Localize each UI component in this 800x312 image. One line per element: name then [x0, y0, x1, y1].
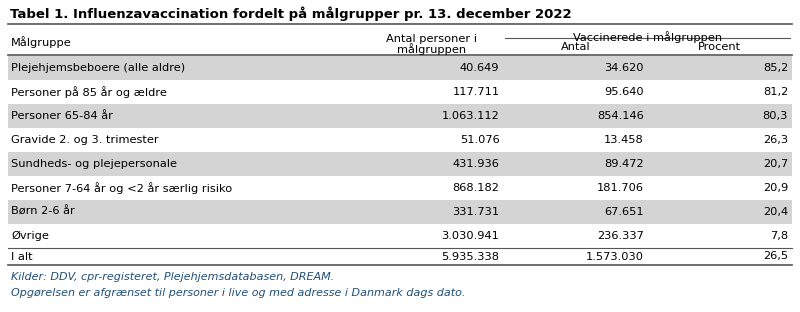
Text: Gravide 2. og 3. trimester: Gravide 2. og 3. trimester — [11, 135, 158, 145]
Text: 331.731: 331.731 — [452, 207, 499, 217]
Text: I alt: I alt — [11, 251, 33, 261]
Text: 40.649: 40.649 — [460, 63, 499, 73]
Text: 5.935.338: 5.935.338 — [442, 251, 499, 261]
Text: 67.651: 67.651 — [604, 207, 644, 217]
Text: målgruppen: målgruppen — [397, 43, 466, 55]
Bar — [8, 104, 792, 128]
Text: 1.063.112: 1.063.112 — [442, 111, 499, 121]
Text: Sundheds- og plejepersonale: Sundheds- og plejepersonale — [11, 159, 177, 169]
Bar — [8, 200, 792, 224]
Text: Plejehjemsbeboere (alle aldre): Plejehjemsbeboere (alle aldre) — [11, 63, 185, 73]
Text: 26,5: 26,5 — [763, 251, 788, 261]
Text: 117.711: 117.711 — [452, 87, 499, 97]
Text: Kilder: DDV, cpr-registeret, Plejehjemsdatabasen, DREAM.: Kilder: DDV, cpr-registeret, Plejehjemsd… — [11, 272, 334, 282]
Text: 7,8: 7,8 — [770, 231, 788, 241]
Text: Personer på 85 år og ældre: Personer på 85 år og ældre — [11, 86, 167, 98]
Text: Antal personer i: Antal personer i — [386, 34, 477, 44]
Text: Tabel 1. Influenzavaccination fordelt på målgrupper pr. 13. december 2022: Tabel 1. Influenzavaccination fordelt på… — [10, 7, 572, 21]
Text: 13.458: 13.458 — [604, 135, 644, 145]
Text: Børn 2-6 år: Børn 2-6 år — [11, 207, 74, 217]
Text: 236.337: 236.337 — [597, 231, 644, 241]
Text: 85,2: 85,2 — [762, 63, 788, 73]
Text: 1.573.030: 1.573.030 — [586, 251, 644, 261]
Text: 181.706: 181.706 — [597, 183, 644, 193]
Text: Vaccinerede i målgruppen: Vaccinerede i målgruppen — [573, 31, 722, 43]
Text: 20,9: 20,9 — [762, 183, 788, 193]
Text: 20,4: 20,4 — [763, 207, 788, 217]
Text: 3.030.941: 3.030.941 — [442, 231, 499, 241]
Text: Personer 65-84 år: Personer 65-84 år — [11, 111, 113, 121]
Text: 868.182: 868.182 — [453, 183, 499, 193]
Text: Personer 7-64 år og <2 år særlig risiko: Personer 7-64 år og <2 år særlig risiko — [11, 182, 232, 194]
Text: 26,3: 26,3 — [763, 135, 788, 145]
Text: 80,3: 80,3 — [762, 111, 788, 121]
Text: 95.640: 95.640 — [604, 87, 644, 97]
Text: Målgruppe: Målgruppe — [11, 37, 72, 48]
Text: 81,2: 81,2 — [762, 87, 788, 97]
Text: Opgørelsen er afgrænset til personer i live og med adresse i Danmark dags dato.: Opgørelsen er afgrænset til personer i l… — [11, 288, 466, 298]
Bar — [8, 56, 792, 80]
Text: 51.076: 51.076 — [460, 135, 499, 145]
Text: 20,7: 20,7 — [762, 159, 788, 169]
Text: Procent: Procent — [698, 42, 742, 52]
Bar — [8, 152, 792, 176]
Text: 854.146: 854.146 — [597, 111, 644, 121]
Text: 431.936: 431.936 — [453, 159, 499, 169]
Text: Antal: Antal — [561, 42, 590, 52]
Text: 89.472: 89.472 — [604, 159, 644, 169]
Text: Øvrige: Øvrige — [11, 231, 49, 241]
Text: 34.620: 34.620 — [604, 63, 644, 73]
